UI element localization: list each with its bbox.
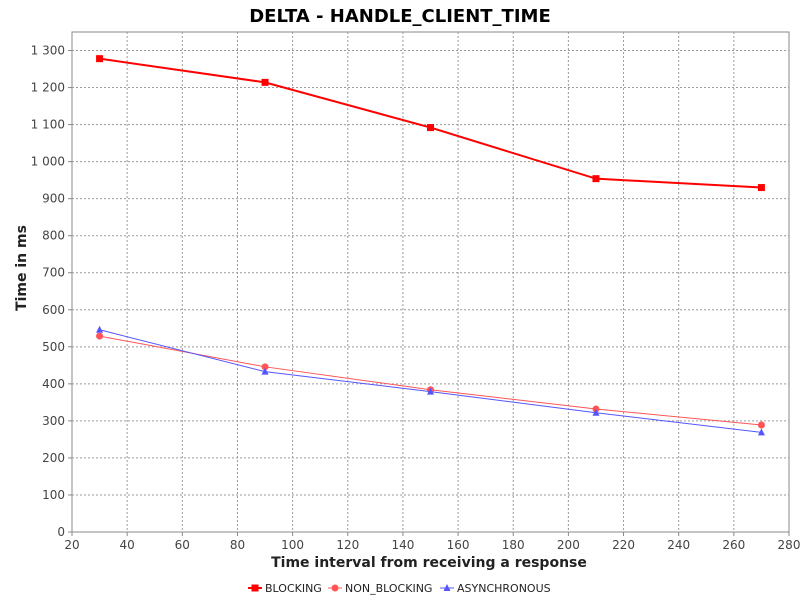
x-tick-label: 40 [120, 538, 135, 552]
x-tick-label: 240 [667, 538, 690, 552]
y-tick-label: 1 000 [31, 155, 65, 169]
series-asynchronous [96, 325, 765, 436]
x-tick-label: 140 [391, 538, 414, 552]
y-tick-label: 1 300 [31, 44, 65, 58]
legend-marker [443, 584, 451, 591]
legend-marker [251, 584, 259, 592]
x-tick-label: 80 [230, 538, 245, 552]
x-tick-label: 60 [175, 538, 190, 552]
y-tick-label: 100 [42, 488, 65, 502]
x-tick-label: 100 [281, 538, 304, 552]
x-tick-label: 260 [722, 538, 745, 552]
x-tick-label: 120 [336, 538, 359, 552]
data-point [96, 55, 104, 63]
data-point [261, 363, 269, 371]
legend-label: ASYNCHRONOUS [457, 582, 551, 595]
legend-marker [331, 584, 339, 592]
y-tick-label: 700 [42, 266, 65, 280]
series-blocking [96, 55, 765, 192]
y-tick-label: 600 [42, 303, 65, 317]
y-axis-label: Time in ms [14, 225, 30, 311]
chart-title: DELTA - HANDLE_CLIENT_TIME [249, 6, 551, 27]
y-tick-label: 800 [42, 229, 65, 243]
x-tick-label: 180 [502, 538, 525, 552]
y-tick-label: 300 [42, 414, 65, 428]
plot-area [71, 31, 790, 533]
data-point [261, 367, 269, 375]
x-axis-label: Time interval from receiving a response [271, 555, 587, 571]
y-tick-label: 1 200 [31, 81, 65, 95]
data-point [757, 421, 765, 429]
x-axis-ticks: 20 40 60 80 100 120 140 160 180 200 220 240 260 280 [64, 532, 800, 552]
grid-lines [72, 32, 789, 532]
legend-item-blocking: BLOCKING [248, 582, 322, 595]
y-tick-label: 900 [42, 192, 65, 206]
y-tick-label: 400 [42, 377, 65, 391]
y-tick-label: 200 [42, 451, 65, 465]
x-tick-label: 20 [64, 538, 79, 552]
legend: BLOCKING NON_BLOCKING ASYNCHRONOUS [248, 582, 551, 595]
legend-item-non-blocking: NON_BLOCKING [328, 582, 432, 595]
legend-label: NON_BLOCKING [345, 582, 432, 595]
data-point [427, 124, 434, 132]
series-lines [96, 55, 765, 436]
x-tick-label: 200 [557, 538, 580, 552]
x-tick-label: 220 [612, 538, 635, 552]
y-tick-label: 500 [42, 340, 65, 354]
y-tick-label: 1 100 [31, 118, 65, 132]
legend-label: BLOCKING [265, 582, 322, 595]
data-point [757, 428, 765, 436]
data-point [96, 332, 104, 340]
data-point [427, 387, 434, 395]
data-point [261, 78, 269, 86]
legend-item-asynchronous: ASYNCHRONOUS [440, 582, 551, 595]
y-tick-label: 0 [57, 525, 65, 539]
x-tick-label: 160 [447, 538, 470, 552]
data-point [96, 325, 104, 333]
data-point [592, 175, 600, 183]
y-axis-ticks: 0 100 200 300 400 500 600 700 800 900 1 000 1 100 1 … [31, 44, 72, 539]
x-tick-label: 280 [778, 538, 800, 552]
data-point [757, 184, 765, 192]
data-point [592, 408, 600, 416]
